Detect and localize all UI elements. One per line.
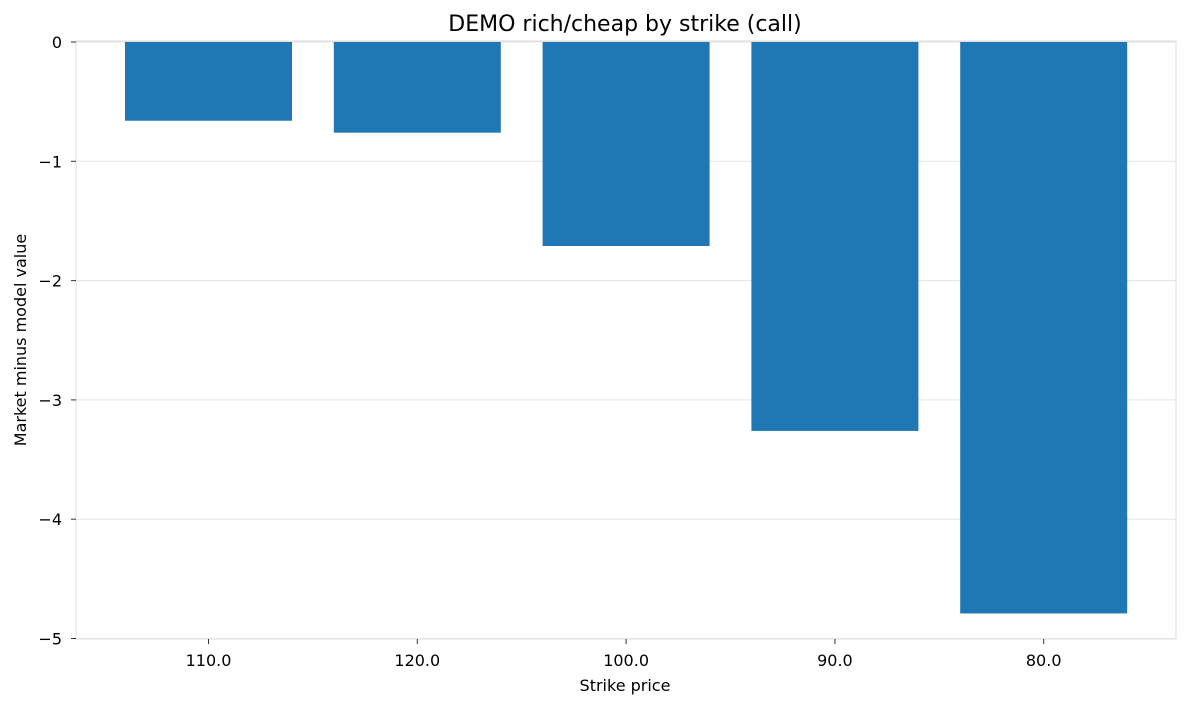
x-axis-ticks: 110.0 120.0 100.0 90.0 80.0 bbox=[186, 639, 1062, 670]
y-tick-label: −2 bbox=[38, 272, 62, 291]
x-axis-label: Strike price bbox=[580, 676, 671, 695]
x-tick-label: 80.0 bbox=[1026, 651, 1062, 670]
x-tick-label: 110.0 bbox=[186, 651, 232, 670]
y-tick-label: −4 bbox=[38, 510, 62, 529]
y-tick-label: −5 bbox=[38, 630, 62, 649]
bar-110.0 bbox=[125, 42, 292, 121]
y-tick-label: −1 bbox=[38, 152, 62, 171]
bar-120.0 bbox=[333, 42, 501, 133]
y-axis-label: Market minus model value bbox=[11, 234, 30, 446]
bar-100.0 bbox=[542, 42, 710, 247]
y-tick-label: −3 bbox=[38, 391, 62, 410]
x-tick-label: 90.0 bbox=[817, 651, 853, 670]
bar-90.0 bbox=[751, 42, 919, 431]
x-tick-label: 120.0 bbox=[394, 651, 440, 670]
y-tick-label: 0 bbox=[52, 33, 62, 52]
y-axis-ticks: 0 −1 −2 −3 −4 −5 bbox=[38, 33, 76, 649]
x-tick-label: 100.0 bbox=[603, 651, 649, 670]
bar-80.0 bbox=[960, 42, 1128, 614]
chart-title: DEMO rich/cheap by strike (call) bbox=[448, 12, 801, 37]
bars bbox=[125, 42, 1128, 614]
